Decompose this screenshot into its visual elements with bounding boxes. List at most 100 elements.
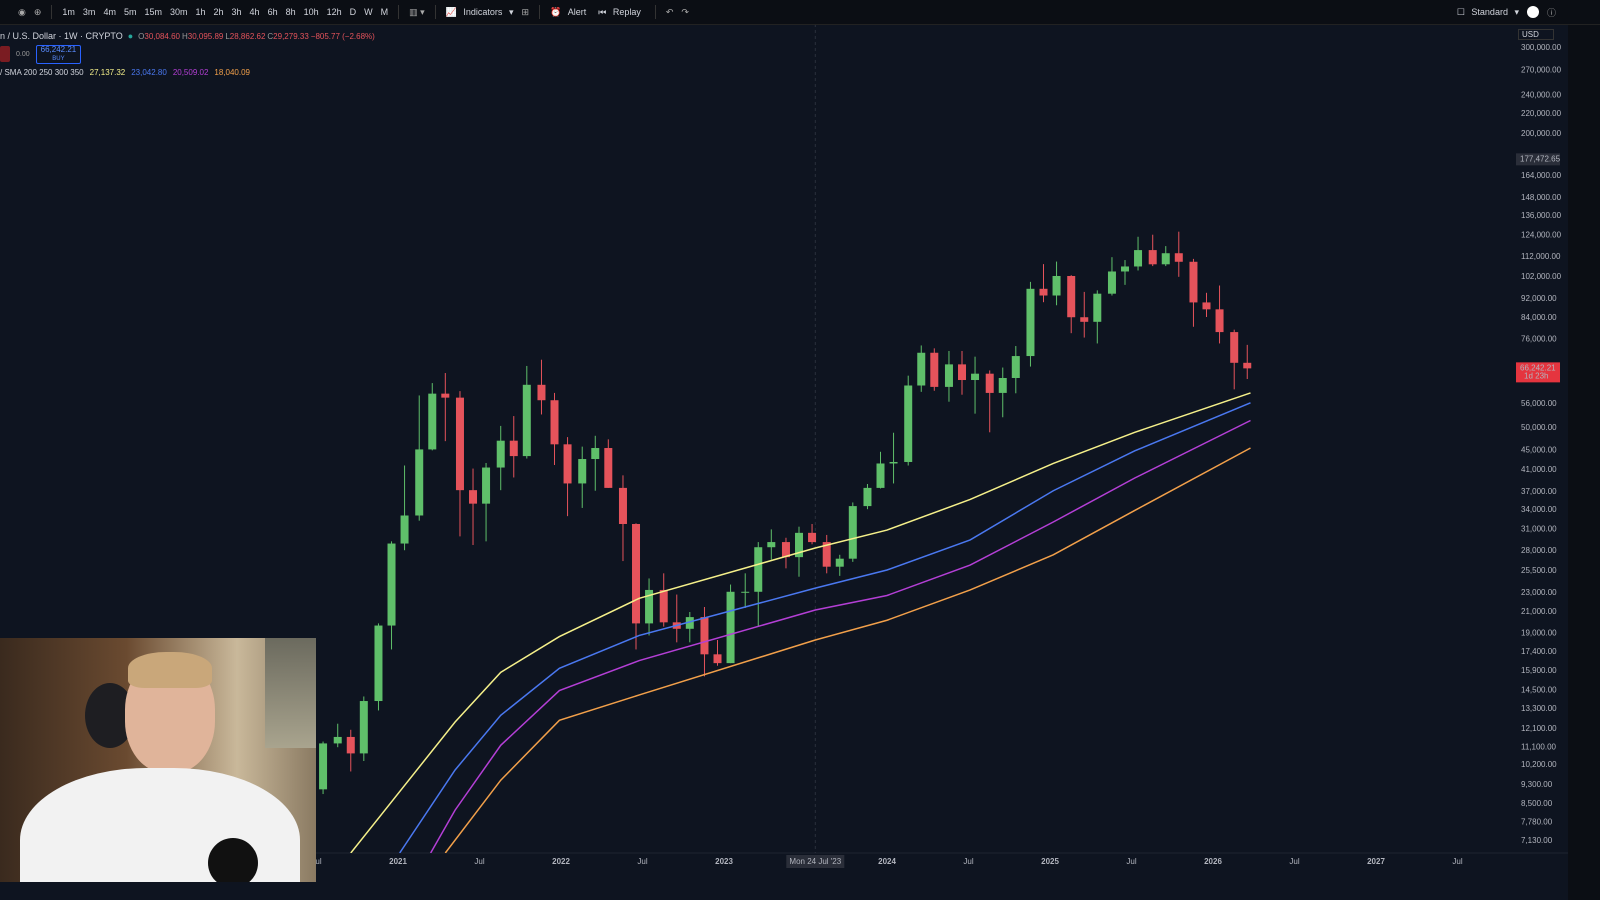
y-tick-label: 164,000.00: [1521, 171, 1562, 180]
separator: [51, 5, 53, 19]
interval-button[interactable]: D: [349, 7, 357, 17]
separator: [434, 5, 436, 19]
interval-button[interactable]: 15m: [144, 7, 162, 17]
alert-button[interactable]: ⏰ Alert: [550, 6, 587, 17]
ohlc-key: L: [225, 31, 230, 41]
y-tick-label: 34,000.00: [1521, 505, 1557, 514]
candle-body: [767, 542, 776, 548]
y-tick-label: 10,200.00: [1521, 760, 1557, 769]
y-tick-label: 240,000.00: [1521, 90, 1562, 99]
ohlc-value: 28,862.62: [229, 31, 266, 41]
y-tick-label: 15,900.00: [1521, 666, 1557, 675]
y-tick-label: 13,300.00: [1521, 704, 1557, 713]
sma-values: 27,137.32 23,042.80 20,509.02 18,040.09: [84, 68, 250, 77]
y-tick-label: 92,000.00: [1521, 294, 1557, 303]
sma-line: [429, 419, 1251, 853]
y-tick-label: 56,000.00: [1521, 399, 1557, 408]
interval-button[interactable]: 3m: [82, 7, 96, 17]
y-tick-label: 41,000.00: [1521, 465, 1557, 474]
symbol-row: n / U.S. Dollar · 1W · CRYPTO ● O 30,084.…: [0, 29, 375, 43]
y-tick-label: 300,000.00: [1521, 43, 1562, 52]
candle-body: [455, 397, 464, 491]
price-label: 66,242.21: [1520, 363, 1556, 372]
candle-body: [591, 448, 600, 460]
y-tick-label: 124,000.00: [1521, 231, 1562, 240]
candle-body: [1080, 317, 1089, 322]
redo[interactable]: ↷: [681, 6, 689, 17]
ohlc-key: O: [138, 31, 145, 41]
label: Alert: [567, 6, 587, 17]
interval-button[interactable]: 1m: [62, 7, 75, 17]
y-tick-label: 200,000.00: [1521, 129, 1562, 138]
sma-value: 18,040.09: [214, 67, 250, 77]
candle-body: [700, 617, 709, 655]
icon[interactable]: ◉: [18, 6, 26, 17]
hair: [128, 652, 212, 688]
icon[interactable]: ⊕: [33, 6, 42, 17]
interval-button[interactable]: 3h: [231, 7, 242, 17]
x-tick-label: Jul: [1452, 857, 1462, 866]
interval-button[interactable]: 1h: [195, 7, 206, 17]
icon[interactable]: ▥ ▾: [409, 6, 425, 17]
interval-button[interactable]: 4m: [103, 7, 116, 17]
buy-button[interactable]: 66,242.21 BUY: [35, 44, 82, 64]
indicators-button[interactable]: 📈 Indicators ▾: [445, 6, 514, 17]
y-tick-label: 270,000.00: [1521, 65, 1562, 74]
candle-body: [1189, 261, 1198, 303]
sma-line: [444, 447, 1251, 853]
candle-body: [387, 543, 396, 626]
candle-body: [835, 558, 844, 567]
candle-body: [333, 736, 342, 744]
candle-body: [1093, 293, 1102, 322]
interval-button[interactable]: 4h: [249, 7, 260, 17]
candle-body: [808, 532, 817, 543]
price-label-bg: [1516, 362, 1560, 383]
side-strip: [1568, 24, 1600, 900]
candle-body: [1174, 253, 1183, 262]
y-tick-label: 112,000.00: [1521, 252, 1561, 261]
interval-button[interactable]: 12h: [326, 7, 342, 17]
currency-button[interactable]: USD: [1518, 29, 1554, 40]
y-tick-label: 9,300.00: [1521, 780, 1553, 789]
layout-button[interactable]: ☐ Standard ▾: [1456, 6, 1519, 17]
candle-body: [319, 743, 328, 790]
interval-button[interactable]: W: [364, 7, 373, 17]
x-tick-label: 2025: [1041, 857, 1059, 866]
undo[interactable]: ↶: [665, 6, 674, 17]
interval-button[interactable]: 8h: [285, 7, 296, 17]
y-tick-label: 84,000.00: [1521, 313, 1557, 322]
buy-label: BUY: [52, 55, 65, 62]
sma-line: [350, 392, 1251, 853]
separator: [539, 5, 541, 19]
x-tick-label: Jul: [311, 857, 321, 866]
candle-body: [781, 542, 790, 558]
candle-body: [645, 589, 654, 624]
y-tick-label: 50,000.00: [1521, 423, 1557, 432]
ohlc: O 30,084.60 H 30,095.89 L 28,862.62 C 29,279.33: [138, 32, 311, 41]
interval-button[interactable]: 5m: [123, 7, 137, 17]
separator: [654, 5, 656, 19]
icon[interactable]: ⊞: [521, 6, 530, 17]
sma-value: 23,042.80: [131, 67, 167, 77]
candle-body: [1039, 288, 1048, 296]
x-tick-label: 2023: [715, 857, 733, 866]
price-countdown: 1d 23h: [1524, 371, 1548, 380]
candle-body: [863, 487, 872, 507]
icon[interactable]: ⓘ: [1546, 7, 1556, 18]
candle-body: [1121, 266, 1130, 272]
sell-button[interactable]: [0, 46, 10, 62]
candle-body: [1052, 275, 1061, 296]
replay-button[interactable]: ⏮ Replay: [598, 6, 641, 17]
x-tick-label: Jul: [474, 857, 484, 866]
interval-button[interactable]: M: [380, 7, 389, 17]
interval-button[interactable]: 2h: [213, 7, 224, 17]
candle-body: [848, 506, 857, 559]
ohlc-key: H: [181, 31, 188, 41]
interval-button[interactable]: 6h: [267, 7, 278, 17]
interval-button[interactable]: 30m: [169, 7, 188, 17]
candle-body: [985, 373, 994, 393]
candle-body: [917, 352, 926, 386]
avatar[interactable]: [1526, 6, 1539, 18]
candle-body: [1202, 302, 1211, 310]
interval-button[interactable]: 10h: [303, 7, 319, 17]
